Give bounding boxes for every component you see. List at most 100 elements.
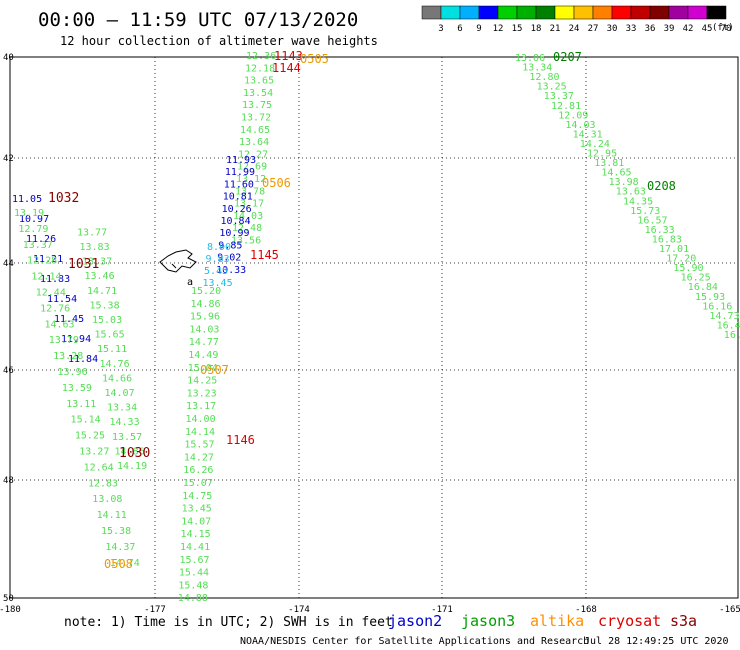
pass-time-label: 1146 xyxy=(226,433,255,447)
satellite-legend-item: altika xyxy=(530,612,584,630)
lon-label: -168 xyxy=(575,605,597,615)
wave-height-value: 16.57 xyxy=(637,215,667,226)
lon-label: -177 xyxy=(144,605,166,615)
island-outline: a xyxy=(159,249,197,288)
map-frame xyxy=(9,56,739,599)
wave-height-value: 15.38 xyxy=(90,300,120,311)
wave-height-value: 14.15 xyxy=(181,529,211,540)
colorbar-label: 6 xyxy=(457,24,462,34)
wave-height-value: 16.3 xyxy=(724,330,740,341)
wave-height-value: 12.83 xyxy=(88,478,118,489)
wave-height-value: 13.56 xyxy=(231,236,261,247)
satellite-legend-item: jason2 xyxy=(388,612,442,630)
wave-height-value: 12.28 xyxy=(27,256,57,267)
wave-height-value: 11.93 xyxy=(226,155,256,166)
colorbar-swatch xyxy=(497,5,518,20)
wave-height-value: 13.27 xyxy=(79,447,109,458)
wave-height-value: 10.84 xyxy=(221,216,251,227)
satellite-legend: jason2 jason3 altika cryosat s3a xyxy=(388,612,697,630)
wave-height-value: 11.26 xyxy=(26,234,56,245)
colorbar-swatch xyxy=(573,5,594,20)
footer-note: note: 1) Time is in UTC; 2) SWH is in fe… xyxy=(64,615,393,630)
wave-height-value: 13.37 xyxy=(23,240,53,251)
wave-height-value: 16.33 xyxy=(645,225,675,236)
gridlines xyxy=(10,57,738,598)
wave-height-value: 14.37 xyxy=(105,542,135,553)
colorbar-label: 45 xyxy=(702,24,713,34)
colorbar-swatch xyxy=(535,5,556,20)
wave-height-value: 8.90 xyxy=(207,242,231,253)
wave-height-value: 14.00 xyxy=(186,414,216,425)
wave-height-value: 13.46 xyxy=(85,271,115,282)
wave-height-value: 11.45 xyxy=(54,314,84,325)
colorbar-label: 27 xyxy=(588,24,599,34)
wave-height-value: 13.12 xyxy=(236,174,266,185)
wave-height-value: 15.04 xyxy=(188,363,218,374)
wave-height-value: 12.18 xyxy=(245,63,275,74)
wave-height-value: 14.03 xyxy=(565,120,595,131)
colorbar-swatch xyxy=(421,5,442,20)
wave-height-value: 14.03 xyxy=(233,211,263,222)
wave-height-value: 13.37 xyxy=(82,257,112,268)
wave-height-value: 16.16 xyxy=(702,301,732,312)
wave-height-value: 12.09 xyxy=(558,110,588,121)
wave-height-value: 11.21 xyxy=(33,254,63,265)
pass-time-label: 0508 xyxy=(104,557,133,571)
wave-height-value: 12.36 xyxy=(246,51,276,62)
wave-height-value: 14.03 xyxy=(189,324,219,335)
wave-height-value: 13.54 xyxy=(243,88,273,99)
colorbar-label: 70 xyxy=(721,24,732,34)
wave-height-value: 13.78 xyxy=(235,186,265,197)
lat-label: 50 xyxy=(3,594,14,604)
lat-label: 44 xyxy=(3,259,14,269)
wave-height-tracks: 11.05 10.97 11.26 11.21 11.83 11.54 11.45 11.94… xyxy=(12,51,740,604)
wave-height-value: 14.33 xyxy=(110,417,140,428)
wave-height-value: 9.83 xyxy=(206,254,230,265)
wave-height-value: 14.75 xyxy=(182,491,212,502)
wave-height-value: 13.28 xyxy=(53,351,83,362)
wave-height-value: 11.94 xyxy=(61,334,91,345)
wave-height-value: 14.77 xyxy=(189,337,219,348)
colorbar-swatch xyxy=(554,5,575,20)
pass-time-label: 0505 xyxy=(300,52,329,66)
colorbar-swatch xyxy=(649,5,670,20)
wave-height-value: 15.14 xyxy=(71,415,101,426)
wave-height-value: 15.48 xyxy=(178,580,208,591)
wave-height-value: 14.71 xyxy=(87,286,117,297)
wave-height-value: 11.84 xyxy=(68,354,98,365)
wave-height-value: 12.81 xyxy=(551,101,581,112)
satellite-legend-item: jason3 xyxy=(461,612,515,630)
wave-height-value: 15.90 xyxy=(673,263,703,274)
wave-height-value: 12.44 xyxy=(36,288,66,299)
wave-height-value: 12.69 xyxy=(237,162,267,173)
wave-height-value: 13.45 xyxy=(182,504,212,515)
wave-height-value: 13.64 xyxy=(239,137,269,148)
colorbar-units: (ft) xyxy=(712,23,734,33)
wave-height-value: 14.35 xyxy=(623,196,653,207)
satellite-legend-item: cryosat xyxy=(598,612,661,630)
pass-time-label: 1143 xyxy=(274,49,303,63)
wave-height-value: 15.44 xyxy=(179,568,209,579)
wave-height-value: 15.11 xyxy=(97,344,127,355)
wave-height-value: 11.99 xyxy=(225,167,255,178)
wave-height-value: 15.73 xyxy=(630,206,660,217)
wave-height-value: 14.73 xyxy=(709,311,739,322)
wave-height-value: 15.57 xyxy=(184,440,214,451)
colorbar-swatch xyxy=(630,5,651,20)
wave-height-value: 13.72 xyxy=(241,113,271,124)
wave-height-value: 14.88 xyxy=(178,593,208,604)
colorbar-label: 39 xyxy=(664,24,675,34)
wave-height-value: 15.07 xyxy=(183,478,213,489)
colorbar-swatch xyxy=(478,5,499,20)
pass-time-label: 1145 xyxy=(250,248,279,262)
wave-height-value: 14.65 xyxy=(240,125,270,136)
wave-height-value: 10.81 xyxy=(223,192,253,203)
colorbar-swatch xyxy=(668,5,689,20)
wave-height-value: 13.65 xyxy=(244,76,274,87)
wave-height-value: 13.98 xyxy=(609,177,639,188)
colorbar: 3 6 9 12 15 18 21 24 27 30 33 36 39 42 45 70 xyxy=(421,5,732,34)
lon-label: -180 xyxy=(0,605,21,615)
wave-height-value: 14.14 xyxy=(185,427,215,438)
pass-time-label: 1032 xyxy=(48,191,79,206)
